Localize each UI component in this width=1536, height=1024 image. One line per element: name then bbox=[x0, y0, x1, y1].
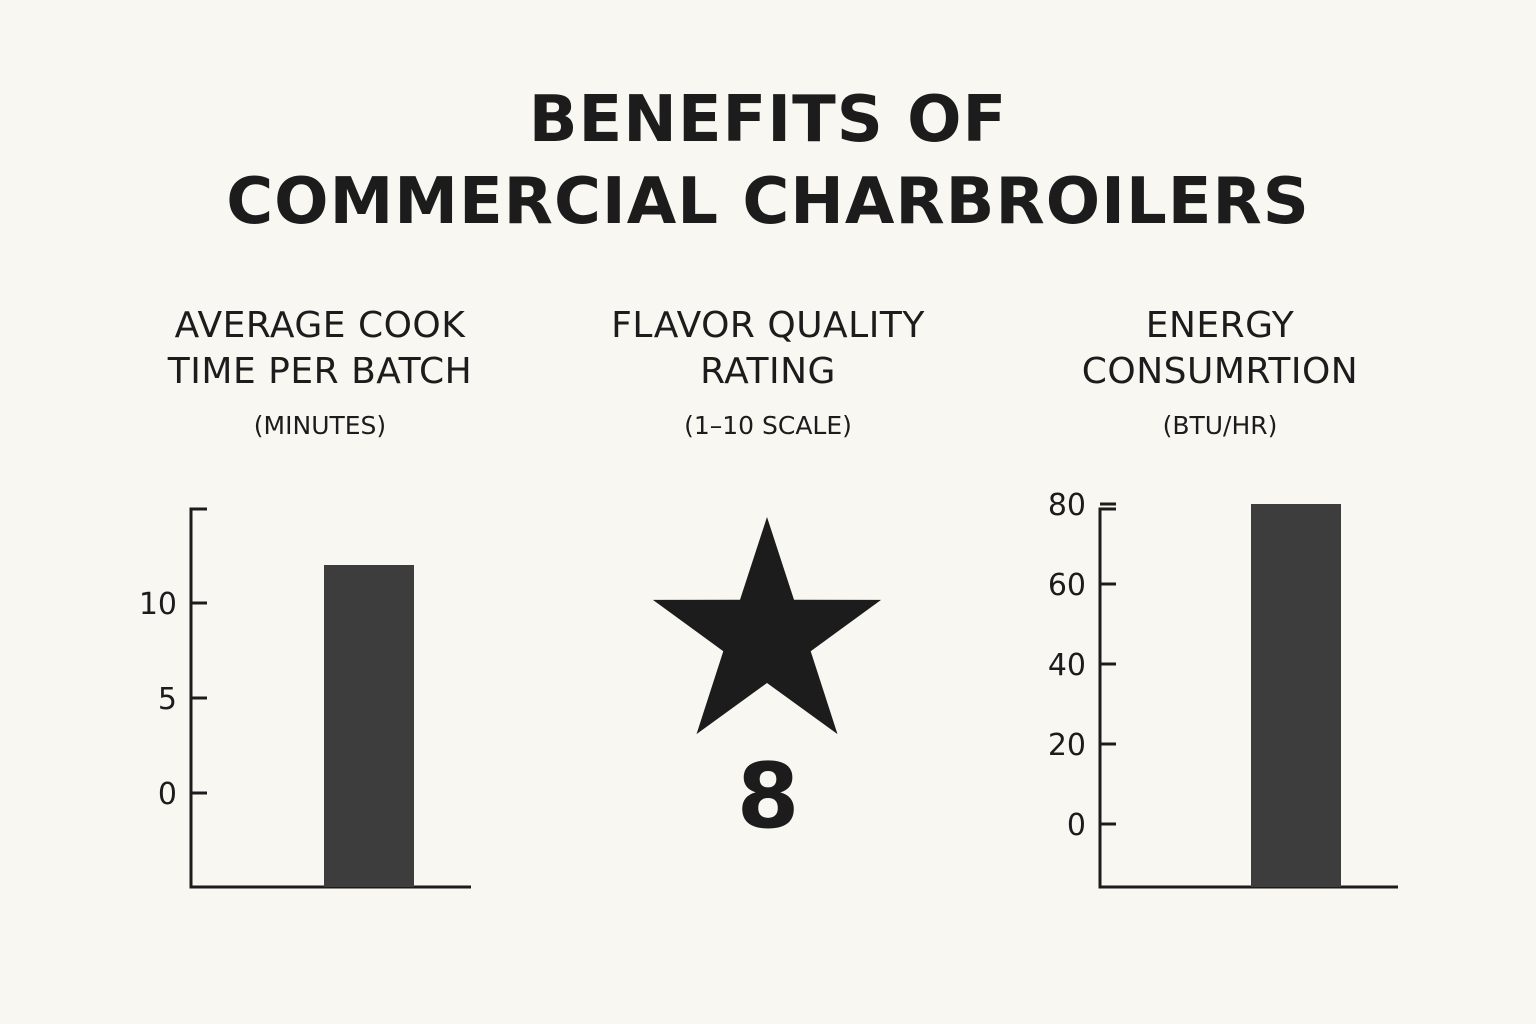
energy-tick-label: 20 bbox=[1048, 728, 1086, 763]
cook-time-unit: (MINUTES) bbox=[253, 411, 387, 440]
star-icon bbox=[652, 517, 882, 735]
energy-chart: 0 20 40 60 80 bbox=[1048, 488, 1398, 889]
flavor-unit: (1–10 SCALE) bbox=[684, 411, 852, 440]
cook-time-chart: 0 5 10 bbox=[139, 507, 471, 889]
cook-time-tick-label: 0 bbox=[158, 777, 177, 812]
energy-tick-label: 80 bbox=[1048, 488, 1086, 523]
title-line-1: BENEFITS OF bbox=[528, 83, 1008, 157]
energy-tick-label: 60 bbox=[1048, 568, 1086, 603]
energy-tick-label: 40 bbox=[1048, 648, 1086, 683]
title-line-2: COMMERCIAL CHARBROILERS bbox=[226, 165, 1310, 239]
cook-time-bar bbox=[324, 565, 414, 887]
flavor-rating-value: 8 bbox=[736, 744, 800, 849]
cook-time-heading-2: TIME PER BATCH bbox=[167, 351, 473, 392]
energy-unit: (BTU/HR) bbox=[1162, 411, 1278, 440]
flavor-heading-1: FLAVOR QUALITY bbox=[611, 305, 925, 346]
energy-axis bbox=[1098, 507, 1398, 889]
energy-heading-2: CONSUMRTION bbox=[1081, 351, 1359, 392]
energy-ticks: 0 20 40 60 80 bbox=[1048, 488, 1116, 843]
cook-time-heading-1: AVERAGE COOK bbox=[174, 305, 466, 346]
cook-time-tick-label: 5 bbox=[158, 682, 177, 717]
cook-time-tick-label: 10 bbox=[139, 587, 177, 622]
flavor-heading-2: RATING bbox=[700, 351, 836, 392]
energy-bar bbox=[1251, 504, 1341, 887]
cook-time-ticks: 0 5 10 bbox=[139, 587, 207, 812]
energy-tick-label: 0 bbox=[1067, 808, 1086, 843]
energy-heading-1: ENERGY bbox=[1145, 305, 1295, 346]
